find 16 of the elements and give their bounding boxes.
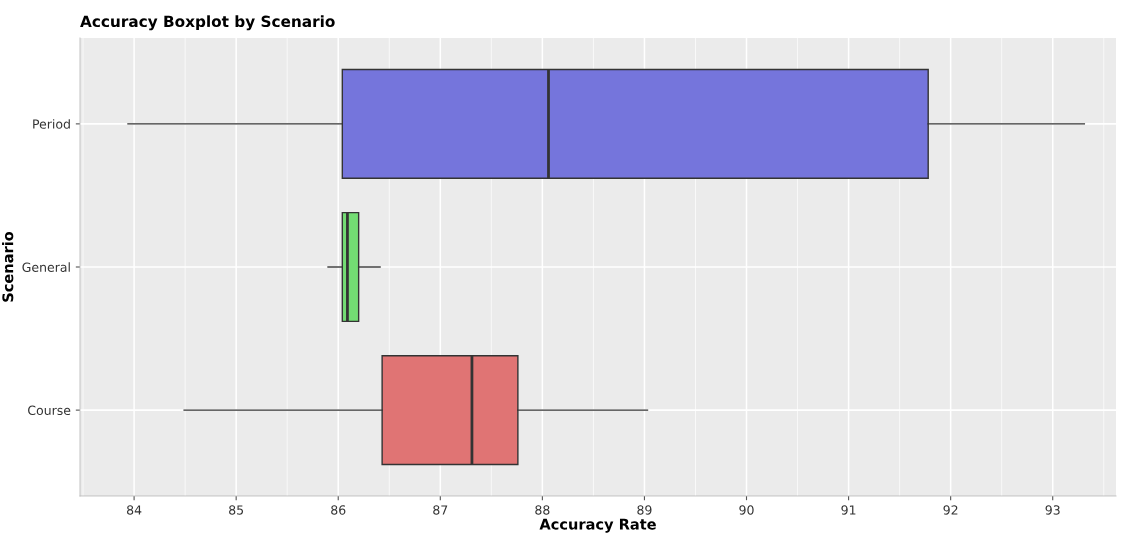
x-tick-label: 86: [331, 505, 346, 515]
x-tick-label: 85: [229, 505, 244, 515]
x-tick-label: 89: [637, 505, 652, 515]
x-tick-label: 84: [126, 505, 142, 515]
x-tick-label: 93: [1045, 505, 1060, 515]
x-tick-label: 90: [739, 505, 754, 515]
x-tick-label: 88: [535, 505, 550, 515]
x-axis-title: Accuracy Rate: [539, 518, 656, 533]
x-tick-label: 91: [841, 505, 856, 515]
y-axis-title: Scenario: [2, 231, 14, 302]
x-tick-label: 92: [943, 505, 958, 515]
y-tick-label: General: [22, 262, 70, 272]
x-tick-label: 87: [433, 505, 448, 515]
chart-title: Accuracy Boxplot by Scenario: [80, 15, 335, 31]
y-tick-label: Course: [28, 405, 71, 416]
y-tick-label: Period: [33, 119, 70, 129]
